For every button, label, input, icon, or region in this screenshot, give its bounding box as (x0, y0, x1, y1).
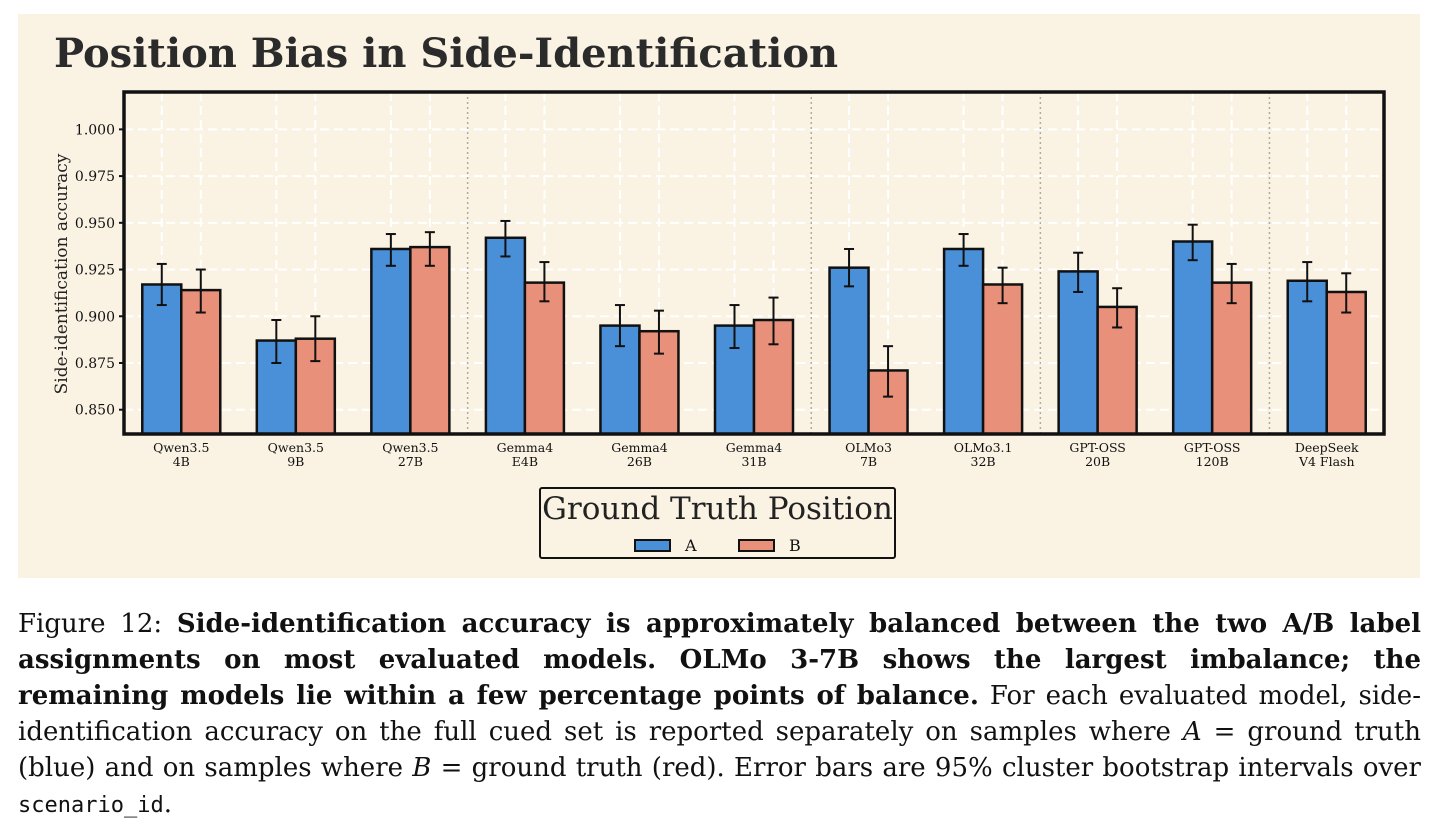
legend-label-b: B (789, 536, 801, 555)
x-tick-label: 7B (860, 454, 877, 469)
bar-a (1171, 240, 1214, 436)
y-tick-label: 0.925 (75, 263, 115, 279)
bar-b (180, 288, 222, 436)
caption-prefix: Figure 12: (18, 609, 177, 639)
figure-caption: Figure 12: Side-identification accuracy … (18, 606, 1421, 824)
y-tick-label: 0.875 (75, 356, 115, 372)
y-tick-label: 1.000 (75, 122, 115, 138)
legend-swatch-a (634, 539, 671, 552)
y-tick-label: 0.950 (75, 216, 115, 232)
y-tick-label: 0.900 (75, 309, 115, 325)
bar-a (1057, 270, 1099, 436)
y-axis-label: Side-identification accuracy (52, 153, 72, 395)
bar-b (523, 281, 566, 436)
x-tick-label: Gemma4 (611, 440, 668, 455)
x-tick-label: GPT-OSS (1069, 440, 1126, 455)
caption-bold: Side-identification accuracy is approxim… (18, 609, 1422, 711)
legend: Ground Truth Position A B (539, 487, 896, 559)
y-tick-label: 0.850 (75, 403, 115, 419)
x-tick-label: 120B (1196, 454, 1229, 469)
x-tick-label: Gemma4 (497, 440, 554, 455)
x-tick-label: 27B (398, 454, 423, 469)
chart-title: Position Bias in Side-Identification (54, 30, 839, 77)
x-tick-label: DeepSeek (1295, 440, 1359, 455)
x-tick-label: 4B (173, 454, 190, 469)
chart-panel: 0.850 0.875 0.900 0.925 0.950 0.975 1.000 Qwen3… (18, 14, 1420, 578)
caption-end: . (163, 789, 172, 819)
bar-a (141, 283, 183, 436)
bar-chart: 0.850 0.875 0.900 0.925 0.950 0.975 1.000 Qwen3… (75, 90, 1386, 469)
y-tick-label: 0.975 (75, 169, 115, 185)
caption-body-1: For each evaluated model, side-identific… (18, 681, 1421, 747)
x-tick-label: OLMo3.1 (954, 440, 1013, 455)
bar-a (828, 266, 870, 436)
legend-item-a: A (634, 536, 697, 555)
x-tick-label: 31B (741, 454, 766, 469)
bar-a (484, 236, 527, 436)
caption-code: scenario_id (18, 793, 164, 818)
x-tick-label: 26B (627, 454, 652, 469)
x-tick-label: 9B (287, 454, 304, 469)
bar-b (1210, 281, 1253, 436)
x-tick-label: GPT-OSS (1184, 440, 1241, 455)
x-tick-label: Gemma4 (726, 440, 783, 455)
x-tick-label: OLMo3 (845, 440, 892, 455)
legend-title: Ground Truth Position (542, 491, 893, 527)
x-tick-label: V4 Flash (1298, 454, 1355, 469)
x-tick-label: 32B (971, 454, 996, 469)
caption-body-2: = ground truth (blue) and on samples whe… (18, 717, 1421, 783)
bar-b (409, 245, 451, 436)
legend-item-b: B (738, 536, 801, 555)
plot-frame (122, 90, 1386, 436)
bar-a (942, 247, 985, 436)
caption-var-a: A (1182, 717, 1202, 747)
legend-label-a: A (685, 536, 697, 555)
caption-var-b: B (412, 753, 432, 783)
caption-body-3: = ground truth (red). Error bars are 95%… (431, 753, 1421, 783)
x-tick-label: E4B (512, 454, 538, 469)
bar-a (370, 247, 412, 436)
legend-swatch-b (738, 539, 775, 552)
bar-b (981, 283, 1024, 436)
x-tick-label: Qwen3.5 (268, 440, 324, 455)
x-tick-label: Qwen3.5 (382, 440, 438, 455)
x-tick-label: 20B (1085, 454, 1110, 469)
x-tick-label: Qwen3.5 (153, 440, 209, 455)
bar-a (1286, 279, 1328, 436)
